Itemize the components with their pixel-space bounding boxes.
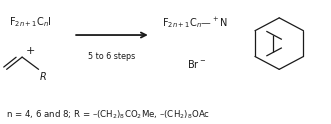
Text: n = 4, 6 and 8; R = –(CH$_2$)$_8$CO$_2$Me, –(CH$_2$)$_8$OAc: n = 4, 6 and 8; R = –(CH$_2$)$_8$CO$_2$M… [6,108,210,121]
Text: F$_{2n+1}$C$_n$I: F$_{2n+1}$C$_n$I [9,15,52,29]
Text: Br$^-$: Br$^-$ [187,58,206,70]
Text: +: + [26,46,35,56]
Text: F$_{2n+1}$C$_n$—$^+$N: F$_{2n+1}$C$_n$—$^+$N [162,15,228,30]
Text: 5 to 6 steps: 5 to 6 steps [88,52,136,61]
Text: R: R [40,72,46,82]
